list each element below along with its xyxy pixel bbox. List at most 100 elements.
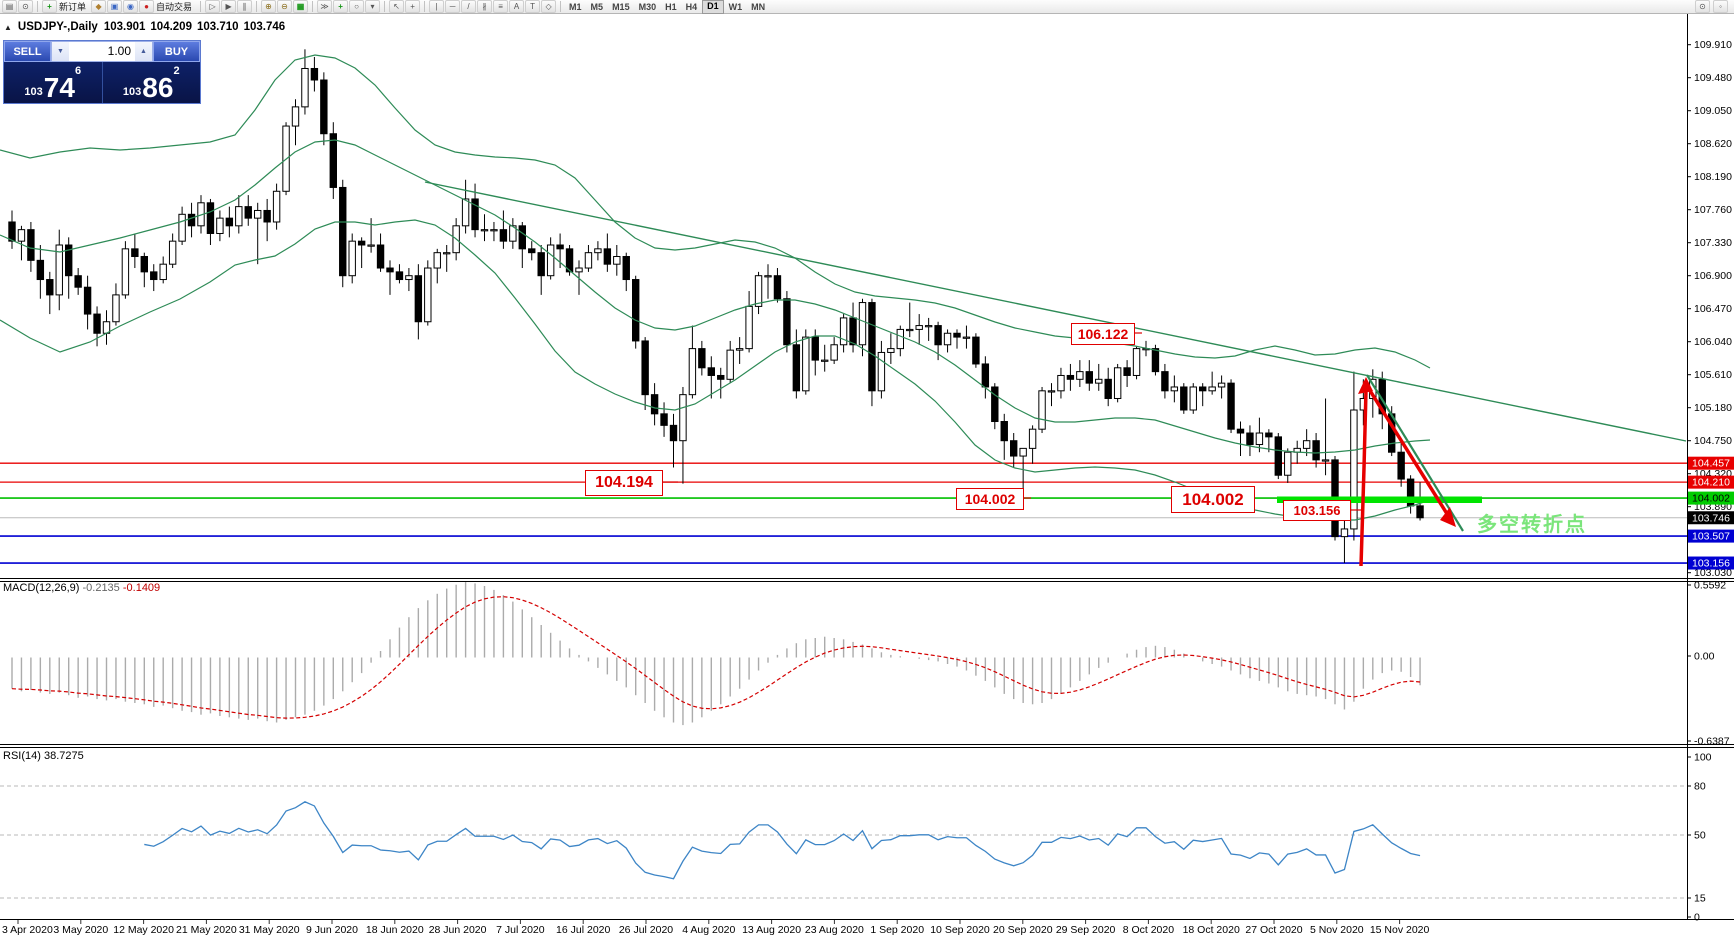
- timeframe-m15[interactable]: M15: [612, 1, 630, 12]
- tile-windows-icon[interactable]: ▦: [293, 0, 309, 13]
- support-zone-bar: [1277, 496, 1482, 503]
- horizontal-line-icon[interactable]: ─: [445, 0, 461, 13]
- bar-chart-icon[interactable]: ∥: [237, 0, 253, 13]
- candle-body: [46, 279, 54, 296]
- candle-body: [1010, 440, 1018, 457]
- rsi-tick-label: 15: [1694, 893, 1706, 905]
- step-forward-icon[interactable]: ≫: [317, 0, 333, 13]
- arrows-icon[interactable]: ◇: [541, 0, 557, 13]
- price-tag-106.122-0: 106.122: [1071, 323, 1135, 345]
- candle-body: [1246, 432, 1254, 446]
- macd-title: MACD(12,26,9): [3, 582, 80, 594]
- rsi-header: RSI(14) 38.7275: [3, 750, 84, 762]
- candle-body: [320, 79, 328, 135]
- candle-body: [773, 275, 782, 300]
- candle-body: [924, 325, 933, 328]
- volume-down-button[interactable]: ▼: [52, 42, 69, 61]
- date-label: 18 Oct 2020: [1183, 924, 1240, 936]
- volume-input[interactable]: 1.00: [107, 44, 131, 58]
- sell-button[interactable]: SELL: [4, 41, 51, 62]
- rsi-tick-label: 0: [1694, 912, 1700, 924]
- label-icon[interactable]: T: [525, 0, 541, 13]
- timeframe-m1[interactable]: M1: [569, 1, 582, 12]
- collapse-icon[interactable]: ▲: [4, 22, 12, 32]
- signals-icon[interactable]: ◉: [123, 0, 139, 13]
- macd-main-value: -0.2135: [82, 582, 120, 594]
- candle-body: [443, 252, 451, 255]
- candle-body: [291, 106, 300, 127]
- macd-tick-label: 0.5592: [1694, 580, 1726, 592]
- candle-body: [660, 413, 668, 426]
- templates-icon[interactable]: ▾: [365, 0, 381, 13]
- candle-body: [622, 256, 630, 281]
- timeframe-d1[interactable]: D1: [702, 0, 724, 14]
- candle-body: [981, 363, 990, 388]
- trendline-icon[interactable]: /: [461, 0, 477, 13]
- autotrade-icon[interactable]: ●: [139, 0, 155, 13]
- turning-point-annotation: 多空转折点: [1477, 514, 1587, 536]
- styler-icon[interactable]: ◆: [91, 0, 107, 13]
- candle-body: [1028, 428, 1037, 449]
- buy-price-prefix: 103: [122, 86, 142, 98]
- timeframe-m5[interactable]: M5: [590, 1, 604, 12]
- candle-body: [357, 240, 366, 246]
- candle-body: [1416, 505, 1424, 519]
- buy-price[interactable]: 103 86 2: [103, 62, 201, 103]
- buy-button[interactable]: BUY: [153, 41, 200, 62]
- y-tick-label: 105.610: [1694, 369, 1732, 381]
- chart-window-icon[interactable]: ▤: [2, 0, 17, 13]
- crosshair-icon[interactable]: +: [405, 0, 421, 13]
- date-label: 29 Sep 2020: [1056, 924, 1116, 936]
- shift-end-icon[interactable]: ▷: [205, 0, 221, 13]
- timeframe-h1[interactable]: H1: [665, 1, 677, 12]
- candle-body: [518, 225, 526, 250]
- volume-up-button[interactable]: ▲: [135, 42, 152, 61]
- candle-body: [537, 252, 545, 277]
- candle-body: [584, 252, 593, 269]
- candle-body: [717, 374, 725, 380]
- candle-body: [8, 221, 16, 242]
- candle-body: [424, 267, 432, 323]
- timeframe-h4[interactable]: H4: [685, 1, 698, 12]
- new-order-icon[interactable]: +: [42, 0, 57, 13]
- candle-body: [802, 336, 810, 392]
- candle-body: [1085, 371, 1093, 384]
- price-badge: [1688, 491, 1734, 505]
- timeframe-w1[interactable]: W1: [728, 1, 743, 12]
- date-label: 23 Aug 2020: [805, 924, 864, 936]
- window-list-icon[interactable]: ⊙: [1695, 0, 1710, 13]
- periods-icon[interactable]: ○: [349, 0, 365, 13]
- candle-body: [1208, 386, 1216, 392]
- indicators-icon[interactable]: +: [333, 0, 349, 13]
- search-icon[interactable]: ⊙: [18, 0, 33, 13]
- candle-body: [414, 275, 423, 323]
- favorites-icon[interactable]: ◦: [1713, 0, 1728, 13]
- fibonacci-icon[interactable]: ≡: [493, 0, 509, 13]
- date-label: 20 Sep 2020: [993, 924, 1053, 936]
- timeframe-m30[interactable]: M30: [638, 1, 657, 12]
- price-tag-104.194-1: 104.194: [585, 470, 663, 496]
- bollinger-lower-band: [0, 219, 1431, 521]
- sell-price[interactable]: 103 74 6: [4, 62, 102, 103]
- metaeditor-icon[interactable]: ▣: [107, 0, 123, 13]
- cursor-icon[interactable]: ↖: [389, 0, 405, 13]
- candle-body: [36, 259, 45, 281]
- vertical-line-icon[interactable]: |: [429, 0, 445, 13]
- candle-body: [811, 336, 819, 361]
- auto-scroll-icon[interactable]: ▶: [221, 0, 237, 13]
- zoom-out-icon[interactable]: ⊖: [277, 0, 293, 13]
- price-badge-label: 104.457: [1692, 458, 1730, 470]
- text-icon[interactable]: A: [509, 0, 525, 13]
- channel-icon[interactable]: ∦: [477, 0, 493, 13]
- timeframe-mn[interactable]: MN: [751, 1, 766, 12]
- candle-body: [1000, 421, 1008, 442]
- date-label: 28 Jun 2020: [429, 924, 487, 936]
- candle-body: [915, 325, 923, 330]
- candle-body: [121, 248, 130, 296]
- candle-body: [726, 349, 734, 380]
- candle-body: [1161, 371, 1169, 392]
- macd-signal-line: [11, 596, 1421, 719]
- zoom-in-icon[interactable]: ⊕: [261, 0, 277, 13]
- new-order-icon-label: 新订单: [59, 2, 87, 12]
